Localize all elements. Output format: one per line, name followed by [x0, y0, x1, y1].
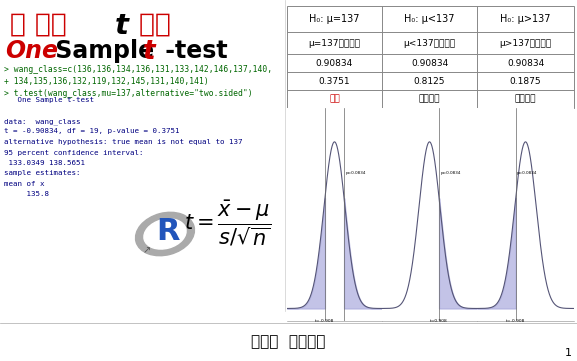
Text: data:  wang_class: data: wang_class	[4, 118, 81, 125]
Text: Sample: Sample	[47, 39, 162, 63]
Text: t: t	[143, 39, 156, 65]
Text: t=-0.908: t=-0.908	[315, 319, 335, 323]
Text: 95 percent confidence interval:: 95 percent confidence interval:	[4, 149, 144, 156]
Text: 0.90834: 0.90834	[316, 58, 353, 68]
Text: 0.90834: 0.90834	[411, 58, 448, 68]
Text: One: One	[5, 39, 58, 63]
Text: 单 样本: 单 样本	[10, 12, 76, 38]
Text: ↗: ↗	[143, 245, 151, 255]
Text: 单边左边: 单边左边	[515, 95, 536, 104]
Text: R: R	[156, 217, 180, 245]
Text: One Sample t-test: One Sample t-test	[4, 97, 94, 103]
Text: H₀: μ>137: H₀: μ>137	[500, 14, 551, 24]
Text: + 134,135,136,132,119,132,145,131,140,141): + 134,135,136,132,119,132,145,131,140,14…	[4, 77, 209, 86]
Text: 上机实操: 上机实操	[447, 243, 484, 256]
Text: 1: 1	[564, 348, 571, 358]
Text: p=0.0834: p=0.0834	[440, 171, 460, 175]
Text: 检验: 检验	[130, 12, 171, 38]
Text: μ=137分的总体: μ=137分的总体	[309, 39, 361, 48]
Text: 135.8: 135.8	[4, 191, 49, 197]
Text: μ<137分的总体: μ<137分的总体	[403, 39, 456, 48]
Text: t = -0.90834, df = 19, p-value = 0.3751: t = -0.90834, df = 19, p-value = 0.3751	[4, 129, 179, 135]
Text: 0.90834: 0.90834	[507, 58, 544, 68]
Bar	[287, 6, 574, 108]
Text: t=-0.908: t=-0.908	[506, 319, 526, 323]
Text: 统计软件: 统计软件	[370, 243, 406, 256]
Text: alternative hypothesis: true mean is not equal to 137: alternative hypothesis: true mean is not…	[4, 139, 242, 145]
Text: R: R	[432, 240, 446, 258]
Text: t=0.908: t=0.908	[430, 319, 448, 323]
Text: p=0.0834: p=0.0834	[517, 171, 537, 175]
Text: μ>137分的总体: μ>137分的总体	[500, 39, 552, 48]
Text: mean of x: mean of x	[4, 181, 44, 187]
Bar	[287, 6, 574, 108]
Text: t: t	[115, 12, 129, 40]
Text: sample estimates:: sample estimates:	[4, 170, 81, 177]
Text: > wang_class=c(136,136,134,136,131,133,142,146,137,140,: > wang_class=c(136,136,134,136,131,133,1…	[4, 65, 272, 74]
Text: H₀: μ=137: H₀: μ=137	[309, 14, 359, 24]
Ellipse shape	[144, 219, 186, 249]
Text: H₀: μ<137: H₀: μ<137	[404, 14, 455, 24]
Text: 双边: 双边	[329, 95, 340, 104]
Text: $t = \dfrac{\bar{x} - \mu}{s/\sqrt{n}}$: $t = \dfrac{\bar{x} - \mu}{s/\sqrt{n}}$	[185, 198, 272, 248]
Text: -test: -test	[157, 39, 227, 63]
Text: 单边右边: 单边右边	[419, 95, 440, 104]
Text: 0.3751: 0.3751	[319, 77, 350, 86]
Text: 133.0349 138.5651: 133.0349 138.5651	[4, 160, 85, 166]
Text: 0.1875: 0.1875	[509, 77, 541, 86]
Text: p=0.0834: p=0.0834	[345, 171, 365, 175]
Ellipse shape	[136, 212, 194, 256]
Text: 0.8125: 0.8125	[414, 77, 445, 86]
Text: > t.test(wang_class,mu=137,alternative="two.sided"): > t.test(wang_class,mu=137,alternative="…	[4, 89, 253, 98]
Text: 陈祥雨  东南大学: 陈祥雨 东南大学	[251, 335, 325, 349]
